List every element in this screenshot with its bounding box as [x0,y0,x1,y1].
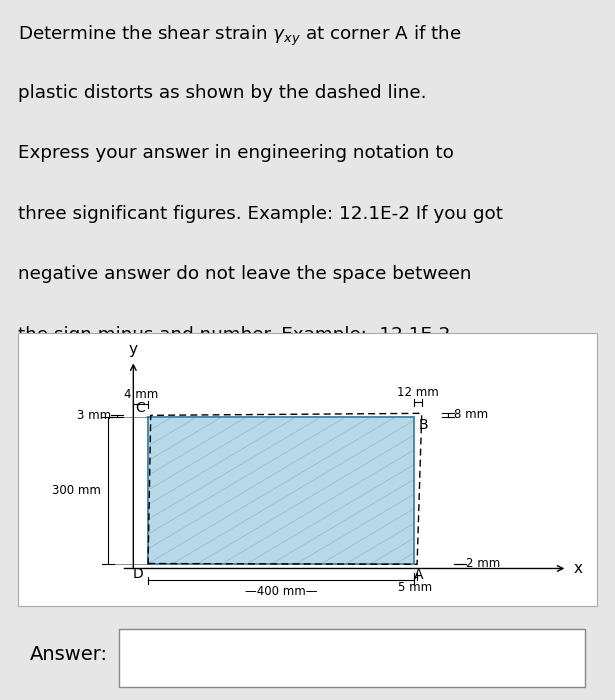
Text: 8 mm: 8 mm [454,408,488,421]
Text: plastic distorts as shown by the dashed line.: plastic distorts as shown by the dashed … [18,84,427,102]
Bar [148,416,414,564]
Text: D: D [133,567,143,581]
Text: 2 mm: 2 mm [466,557,500,570]
Text: A: A [413,568,423,582]
Text: 300 mm: 300 mm [52,484,101,496]
Text: x: x [573,561,582,576]
Text: 3 mm: 3 mm [77,410,111,422]
Text: C: C [135,400,145,414]
Text: Determine the shear strain $\gamma_{xy}$ at corner A if the: Determine the shear strain $\gamma_{xy}$… [18,24,462,48]
Text: B: B [418,418,428,432]
Text: —400 mm—: —400 mm— [245,585,317,598]
Text: y: y [129,342,138,357]
Text: three significant figures. Example: 12.1E-2 If you got: three significant figures. Example: 12.1… [18,205,504,223]
FancyBboxPatch shape [119,629,585,687]
Text: 12 mm: 12 mm [397,386,438,399]
Text: negative answer do not leave the space between: negative answer do not leave the space b… [18,265,472,284]
Bar [148,416,414,564]
Text: the sign minus and number. Example: -12.1E-2: the sign minus and number. Example: -12.… [18,326,451,344]
Text: 4 mm: 4 mm [124,388,158,401]
Text: Express your answer in engineering notation to: Express your answer in engineering notat… [18,144,454,162]
Text: 5 mm: 5 mm [399,581,432,594]
Text: Answer:: Answer: [30,645,108,664]
